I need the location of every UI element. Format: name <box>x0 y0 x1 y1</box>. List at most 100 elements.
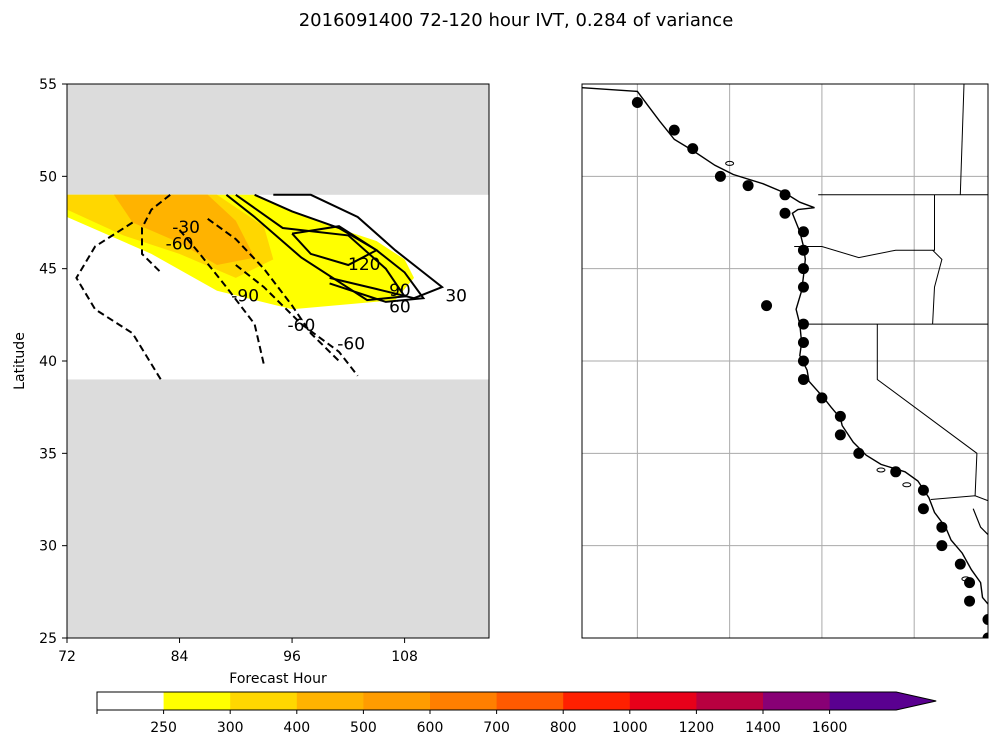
map-point <box>982 632 988 638</box>
map-point <box>797 263 809 275</box>
contour-line--60-5 <box>75 221 162 381</box>
contour-label: -90 <box>231 286 259 306</box>
map-point <box>834 410 846 422</box>
y-tick-label: 45 <box>39 262 57 278</box>
y-tick-label: 35 <box>39 446 57 462</box>
y-tick-label: 30 <box>39 539 57 555</box>
x-tick-label: 108 <box>391 649 418 665</box>
map-point <box>797 281 809 293</box>
border-line-1 <box>794 194 935 259</box>
colorbar-tick-label: 600 <box>417 720 444 736</box>
x-axis-label: Forecast Hour <box>229 671 327 687</box>
map-point <box>779 207 791 219</box>
colorbar-segment <box>696 692 764 710</box>
border-line-4 <box>876 324 978 496</box>
colorbar-tick-label: 1400 <box>745 720 781 736</box>
colorbar-extend-arrow <box>829 692 937 710</box>
map-point <box>890 466 902 478</box>
map-point <box>687 143 699 155</box>
contour-axes: 72 84 96 108 25 30 35 40 45 50 55 <box>39 77 418 665</box>
map-point <box>917 484 929 496</box>
colorbar-segment <box>563 692 631 710</box>
map-point <box>797 355 809 367</box>
contour-line--60-7 <box>207 217 340 362</box>
colorbar-tick-label: 300 <box>217 720 244 736</box>
x-tick-label: 84 <box>171 649 189 665</box>
map-point <box>761 300 773 312</box>
colorbar-segment <box>629 692 697 710</box>
colorbar-tick-label: 1000 <box>612 720 648 736</box>
colorbar-segment <box>496 692 564 710</box>
map-point <box>797 337 809 349</box>
map-point <box>964 595 976 607</box>
figure-title: 2016091400 72-120 hour IVT, 0.284 of var… <box>299 10 734 31</box>
contour-line-30-0 <box>273 193 445 300</box>
map-point <box>834 429 846 441</box>
contour-label: -60 <box>166 235 194 255</box>
colorbar-segment <box>230 692 298 710</box>
contour-label: -60 <box>288 316 316 336</box>
island-0 <box>902 482 912 488</box>
contour-line-120-3 <box>291 225 379 267</box>
map-point <box>982 614 988 626</box>
contour-line--90-6 <box>178 229 265 365</box>
colorbar-segment <box>97 692 165 710</box>
border-line-5 <box>930 495 988 502</box>
map-plot-area <box>582 84 999 638</box>
colorbar: 250 300 400 500 600 700 800 1000 1200 1400 1600 <box>96 691 937 736</box>
contour-label: 90 <box>389 281 411 301</box>
colorbar-segment <box>163 692 231 710</box>
contour-line-60-1 <box>254 193 426 303</box>
map-point <box>668 124 680 136</box>
colorbar-tick-label: 1600 <box>812 720 848 736</box>
coastline <box>582 87 988 606</box>
map-point <box>954 558 966 570</box>
map-point <box>936 540 948 552</box>
colorbar-segment <box>363 692 431 710</box>
colorbar-tick-label: 400 <box>283 720 310 736</box>
contour-line-90-2 <box>225 193 407 302</box>
island-5 <box>725 160 735 166</box>
colorbar-tick-label: 250 <box>150 720 177 736</box>
map-axes-frame <box>581 83 989 639</box>
border-line-2 <box>932 249 943 325</box>
contour-label: 120 <box>348 255 380 275</box>
map-point <box>742 180 754 192</box>
map-point <box>964 577 976 589</box>
contour-line--60-8 <box>235 264 359 377</box>
y-tick-label: 50 <box>39 169 57 185</box>
contour-label: 60 <box>389 297 411 317</box>
map-panel <box>581 83 999 639</box>
contour-label: -30 <box>172 218 200 238</box>
map-point <box>797 226 809 238</box>
map-point <box>797 244 809 256</box>
colorbar-tick-label: 800 <box>550 720 577 736</box>
y-axis-label: Latitude <box>12 332 28 390</box>
colorbar-tick-label: 500 <box>350 720 377 736</box>
map-point <box>816 392 828 404</box>
map-point <box>797 373 809 385</box>
map-point <box>631 96 643 108</box>
gulf-coastline <box>972 508 988 536</box>
map-point <box>779 189 791 201</box>
colorbar-segment <box>296 692 364 710</box>
colorbar-tick-label: 1200 <box>679 720 715 736</box>
contour-label: 30 <box>445 286 467 306</box>
colorbar-segment <box>430 692 498 710</box>
island-1 <box>876 467 886 473</box>
y-tick-label: 25 <box>39 631 57 647</box>
map-point <box>936 521 948 533</box>
colorbar-tick-label: 700 <box>483 720 510 736</box>
border-line-8 <box>959 84 965 195</box>
x-tick-label: 96 <box>283 649 301 665</box>
map-point <box>797 318 809 330</box>
contour-line--30-4 <box>141 194 171 274</box>
map-point <box>853 447 865 459</box>
map-point <box>714 170 726 182</box>
island-4 <box>991 555 999 559</box>
contour-label: -60 <box>337 334 365 354</box>
colorbar-segment <box>763 692 831 710</box>
